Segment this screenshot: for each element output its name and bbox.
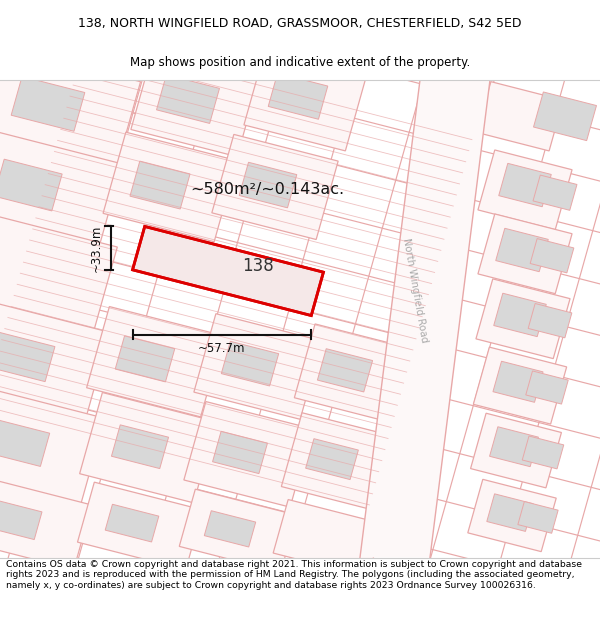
Polygon shape <box>0 499 42 539</box>
Polygon shape <box>184 401 312 507</box>
Polygon shape <box>518 501 558 533</box>
Polygon shape <box>499 163 551 207</box>
Polygon shape <box>0 473 92 569</box>
Polygon shape <box>0 128 122 251</box>
Polygon shape <box>268 73 328 119</box>
Polygon shape <box>0 419 50 466</box>
Polygon shape <box>0 298 110 420</box>
Polygon shape <box>526 371 568 404</box>
Text: 138, NORTH WINGFIELD ROAD, GRASSMOOR, CHESTERFIELD, S42 5ED: 138, NORTH WINGFIELD ROAD, GRASSMOOR, CH… <box>78 18 522 31</box>
Polygon shape <box>11 76 85 131</box>
Polygon shape <box>533 92 596 141</box>
Text: Map shows position and indicative extent of the property.: Map shows position and indicative extent… <box>130 56 470 69</box>
Polygon shape <box>530 239 574 273</box>
Polygon shape <box>157 75 220 123</box>
Polygon shape <box>212 134 338 239</box>
Polygon shape <box>112 425 169 469</box>
Polygon shape <box>476 82 563 151</box>
Text: North Wingfield Road: North Wingfield Road <box>401 237 429 343</box>
Polygon shape <box>194 314 322 419</box>
Text: ~57.7m: ~57.7m <box>198 342 245 356</box>
Polygon shape <box>468 479 556 552</box>
Polygon shape <box>478 150 572 230</box>
Polygon shape <box>221 341 278 386</box>
Polygon shape <box>317 349 373 392</box>
Polygon shape <box>0 159 62 211</box>
Polygon shape <box>130 161 190 209</box>
Polygon shape <box>86 306 223 417</box>
Text: 138: 138 <box>242 258 274 275</box>
Polygon shape <box>305 439 358 479</box>
Polygon shape <box>295 324 412 422</box>
Polygon shape <box>204 511 256 547</box>
Polygon shape <box>0 47 140 174</box>
Text: ~580m²/~0.143ac.: ~580m²/~0.143ac. <box>190 182 344 198</box>
Polygon shape <box>533 175 577 210</box>
Polygon shape <box>115 336 175 382</box>
Polygon shape <box>0 211 118 334</box>
Polygon shape <box>522 436 564 469</box>
Polygon shape <box>470 413 562 488</box>
Polygon shape <box>239 162 297 208</box>
Polygon shape <box>105 504 159 542</box>
Polygon shape <box>0 332 55 382</box>
Polygon shape <box>179 489 297 572</box>
Polygon shape <box>494 293 546 337</box>
Polygon shape <box>478 214 572 294</box>
Polygon shape <box>476 279 570 359</box>
Polygon shape <box>131 51 259 157</box>
Polygon shape <box>0 384 105 506</box>
Polygon shape <box>77 482 203 570</box>
Polygon shape <box>496 228 548 272</box>
Polygon shape <box>528 304 572 338</box>
Polygon shape <box>493 361 543 403</box>
Polygon shape <box>281 412 398 511</box>
Text: ~33.9m: ~33.9m <box>90 224 103 272</box>
Polygon shape <box>133 226 323 316</box>
Polygon shape <box>244 51 366 151</box>
Polygon shape <box>212 431 268 474</box>
Polygon shape <box>103 132 237 242</box>
Polygon shape <box>360 80 490 558</box>
Polygon shape <box>487 494 533 531</box>
Polygon shape <box>473 347 566 424</box>
Polygon shape <box>80 392 217 503</box>
Polygon shape <box>273 499 383 578</box>
Polygon shape <box>490 427 538 467</box>
Text: Contains OS data © Crown copyright and database right 2021. This information is : Contains OS data © Crown copyright and d… <box>6 560 582 590</box>
